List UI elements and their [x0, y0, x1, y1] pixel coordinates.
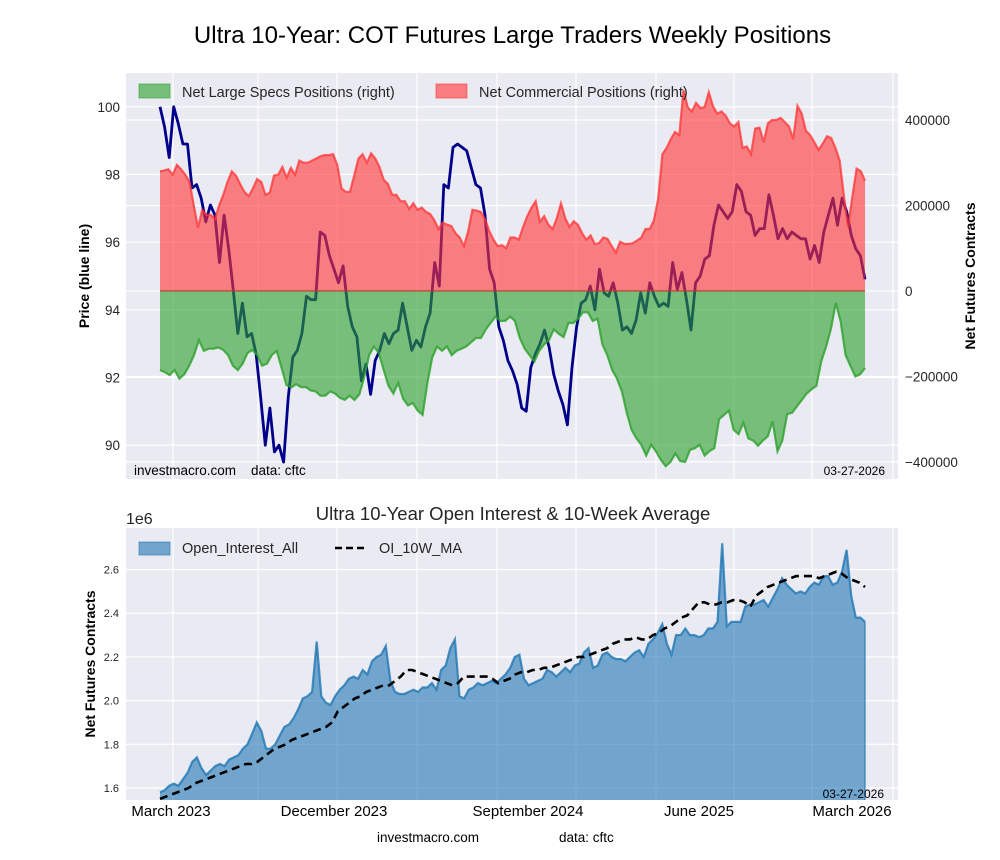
date-x-tick-label: June 2025 — [664, 803, 734, 820]
commercial-area — [160, 90, 865, 291]
open-interest-series — [159, 543, 866, 801]
contracts-tick-label: 0 — [905, 284, 913, 299]
price-tick-label: 90 — [105, 438, 120, 453]
positions-legend: Net Large Specs Positions (right) Net Co… — [138, 83, 688, 101]
price-tick-label: 98 — [105, 168, 120, 183]
open-interest-legend: Open_Interest_All OI_10W_MA — [138, 541, 462, 557]
date-x-tick-label: December 2023 — [281, 803, 388, 820]
legend-swatch-specs — [138, 83, 171, 99]
contracts-tick-label: 200000 — [905, 198, 950, 213]
legend-label-oi: Open_Interest_All — [182, 541, 298, 557]
open-interest-y-tick-label: 1.6 — [104, 783, 119, 795]
contracts-axis-label: Net Futures Contracts — [962, 202, 978, 349]
open-interest-y-ticks: 1.6 1.8 2.0 2.2 2.4 2.6 — [104, 565, 119, 795]
open-interest-chart: Ultra 10-Year Open Interest & 10-Week Av… — [82, 503, 898, 820]
commercial-line — [159, 88, 867, 255]
offset-label: 1e6 — [126, 511, 153, 528]
open-interest-y-tick-label: 2.4 — [104, 608, 119, 620]
price-axis-ticks: 90 92 94 96 98 100 — [97, 100, 120, 453]
footer-data-source: data: cftc — [559, 830, 614, 845]
open-interest-x-ticks: March 2023 December 2023 September 2024 Jun… — [131, 803, 891, 820]
legend-label-specs: Net Large Specs Positions (right) — [182, 85, 395, 101]
date-label-bottom: 03-27-2026 — [823, 787, 885, 801]
watermark-text: investmacro.com data: cftc — [134, 463, 306, 478]
legend-label-ma: OI_10W_MA — [379, 541, 462, 557]
open-interest-y-tick-label: 1.8 — [104, 739, 119, 751]
open-interest-y-tick-label: 2.0 — [104, 696, 119, 708]
legend-swatch-commercial — [435, 83, 468, 99]
footer-site: investmacro.com — [377, 830, 479, 845]
legend-label-commercial: Net Commercial Positions (right) — [479, 85, 688, 101]
positions-series — [158, 88, 867, 468]
date-x-tick-label: March 2023 — [131, 803, 210, 820]
price-tick-label: 94 — [105, 303, 121, 318]
price-tick-label: 96 — [105, 235, 120, 250]
open-interest-line — [159, 543, 866, 794]
open-interest-y-tick-label: 2.6 — [104, 565, 119, 577]
contracts-axis-ticks: −400000 −200000 0 200000 400000 — [905, 113, 958, 470]
date-label-top: 03-27-2026 — [824, 464, 886, 478]
positions-chart: 90 92 94 96 98 100 −400000 −200000 0 200000 40000… — [76, 73, 978, 479]
open-interest-y-tick-label: 2.2 — [104, 652, 119, 664]
main-title: Ultra 10-Year: COT Futures Large Traders… — [193, 22, 832, 49]
open-interest-title: Ultra 10-Year Open Interest & 10-Week Av… — [316, 503, 711, 524]
price-tick-label: 100 — [97, 100, 120, 115]
price-axis-label: Price (blue line) — [76, 224, 92, 328]
date-x-tick-label: September 2024 — [473, 803, 584, 820]
contracts-tick-label: −400000 — [905, 455, 958, 470]
specs-line — [159, 302, 866, 468]
specs-area — [160, 290, 865, 467]
contracts-tick-label: 400000 — [905, 113, 950, 128]
date-x-tick-label: March 2026 — [812, 803, 891, 820]
price-tick-label: 92 — [105, 371, 120, 386]
legend-swatch-oi — [138, 541, 171, 556]
open-interest-y-label: Net Futures Contracts — [82, 590, 98, 737]
open-interest-area — [160, 543, 865, 800]
contracts-tick-label: −200000 — [905, 369, 958, 384]
